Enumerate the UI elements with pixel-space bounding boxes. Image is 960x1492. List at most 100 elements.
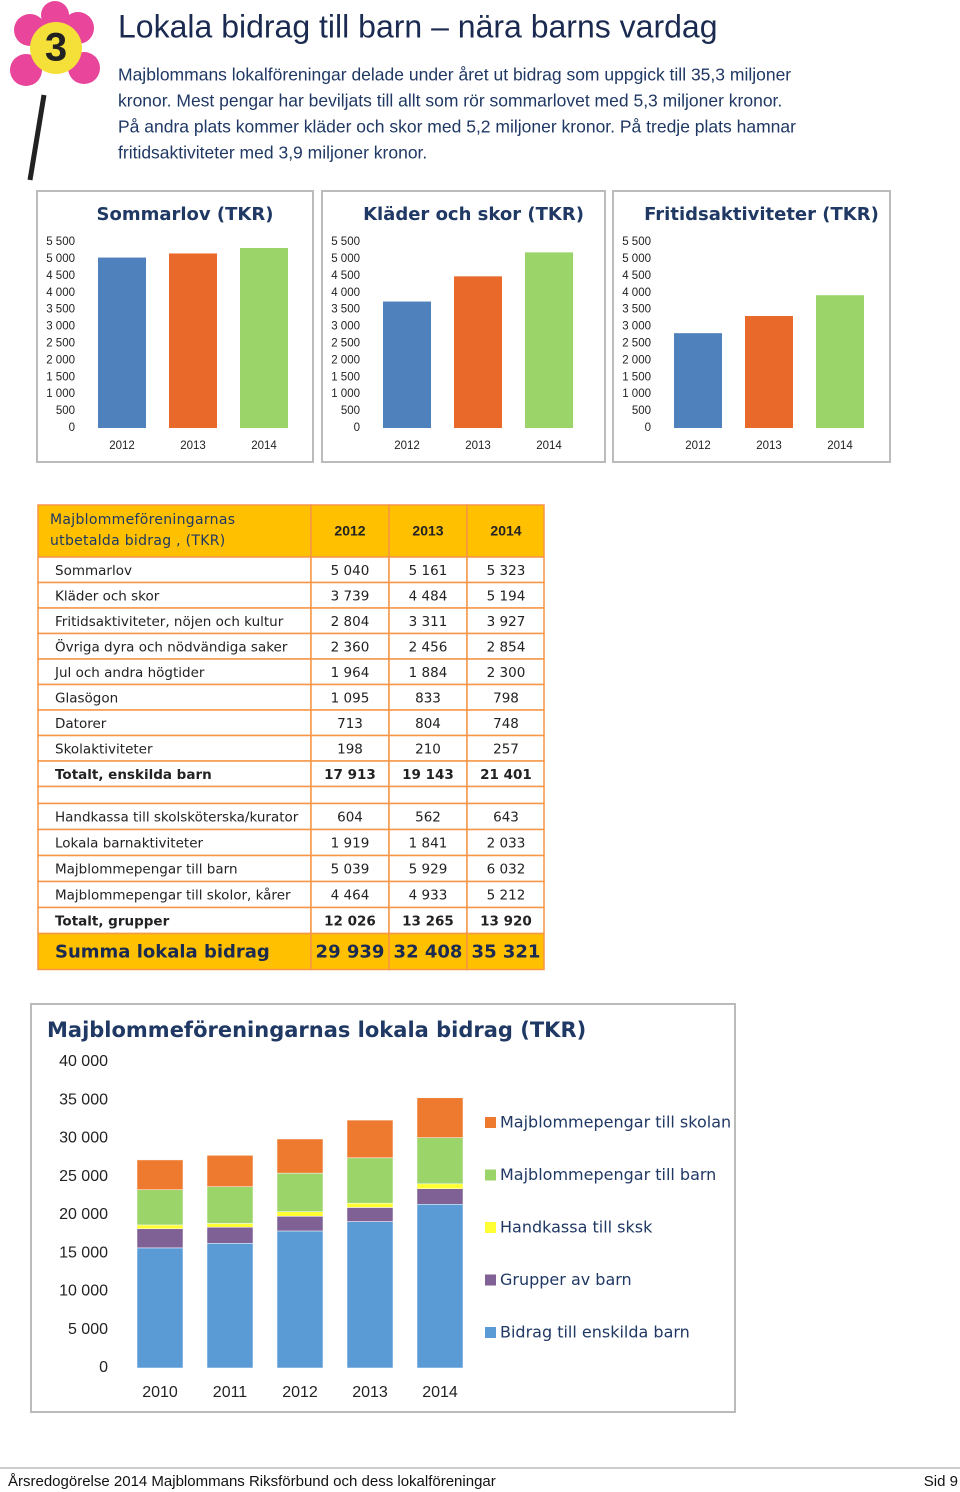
y-tick-label: 5 000 bbox=[622, 253, 651, 265]
y-tick-label: 2 000 bbox=[46, 354, 75, 366]
legend-swatch bbox=[485, 1327, 496, 1338]
table-value: 21 401 bbox=[480, 767, 532, 783]
table-cell bbox=[388, 785, 468, 805]
table-value: 12 026 bbox=[324, 914, 376, 930]
bar-segment bbox=[136, 1224, 184, 1230]
y-tick-label: 3 000 bbox=[622, 321, 651, 333]
table-value: 2 456 bbox=[409, 639, 448, 655]
y-tick-label: 2 000 bbox=[622, 354, 651, 366]
table-row-label: Totalt, grupper bbox=[55, 914, 170, 930]
logo-stem bbox=[27, 94, 47, 181]
table-header-year: 2012 bbox=[334, 523, 365, 539]
table-cell bbox=[466, 658, 545, 686]
table-row-label: Summa lokala bidrag bbox=[55, 942, 270, 963]
bar bbox=[383, 301, 431, 428]
y-tick-label: 1 500 bbox=[622, 371, 651, 383]
bar-segment bbox=[346, 1207, 394, 1222]
table-value: 1 841 bbox=[409, 836, 448, 852]
bar-segment bbox=[346, 1119, 394, 1159]
table-cell bbox=[37, 607, 312, 635]
table-value: 5 323 bbox=[487, 563, 526, 579]
table-cell bbox=[466, 556, 545, 584]
bar-segment bbox=[346, 1157, 394, 1204]
table-cell bbox=[388, 504, 468, 558]
y-tick-label: 15 000 bbox=[59, 1244, 108, 1261]
table-cell bbox=[37, 504, 312, 558]
x-tick-label: 2014 bbox=[536, 440, 562, 452]
chart-title: Fritidsaktiviteter (TKR) bbox=[644, 204, 879, 225]
table-value: 5 194 bbox=[487, 588, 526, 604]
petal bbox=[41, 1, 69, 29]
table-row-label: Sommarlov bbox=[55, 563, 132, 579]
table-header-label: Majblommeföreningarnas utbetalda bidrag … bbox=[50, 512, 236, 549]
intro-line: fritidsaktiviteter med 3,9 miljoner kron… bbox=[118, 143, 427, 163]
legend-swatch bbox=[485, 1169, 496, 1181]
table-cell bbox=[310, 785, 390, 805]
table-row-label: Skolaktiviteter bbox=[55, 741, 153, 757]
table-row-label: Handkassa till skolsköterska/kurator bbox=[55, 810, 299, 826]
y-tick-label: 1 500 bbox=[331, 371, 360, 383]
y-tick-label: 0 bbox=[99, 1359, 108, 1376]
table-cell bbox=[310, 828, 390, 857]
bar-segment bbox=[136, 1247, 184, 1369]
legend-label: Majblommepengar till skolan bbox=[500, 1113, 731, 1132]
y-tick-label: 500 bbox=[632, 405, 651, 417]
table-value: 29 939 bbox=[316, 942, 385, 963]
y-tick-label: 500 bbox=[56, 405, 75, 417]
page-title: Lokala bidrag till barn – nära barns var… bbox=[118, 8, 717, 44]
x-tick-label: 2012 bbox=[685, 440, 711, 452]
logo-number: 3 bbox=[45, 26, 67, 70]
y-tick-label: 3 000 bbox=[331, 321, 360, 333]
y-tick-label: 4 500 bbox=[622, 270, 651, 282]
y-tick-label: 3 500 bbox=[331, 304, 360, 316]
y-tick-label: 4 000 bbox=[46, 287, 75, 299]
bar bbox=[454, 276, 502, 428]
y-tick-label: 1 500 bbox=[46, 371, 75, 383]
table-cell bbox=[388, 581, 468, 609]
bar-segment bbox=[416, 1097, 464, 1138]
table-value: 4 933 bbox=[409, 888, 448, 904]
x-tick-label: 2013 bbox=[180, 440, 206, 452]
table-value: 2 033 bbox=[487, 836, 526, 852]
table-value: 2 804 bbox=[331, 614, 370, 630]
y-tick-label: 40 000 bbox=[59, 1053, 108, 1070]
x-tick-label: 2013 bbox=[465, 440, 491, 452]
y-tick-label: 4 000 bbox=[331, 287, 360, 299]
x-tick-label: 2013 bbox=[756, 440, 782, 452]
bar bbox=[169, 253, 217, 428]
y-tick-label: 500 bbox=[341, 405, 360, 417]
y-tick-label: 2 500 bbox=[46, 337, 75, 349]
table-row-label: Jul och andra högtider bbox=[54, 665, 205, 681]
legend-swatch bbox=[485, 1274, 496, 1286]
table-row-label: Lokala barnaktiviteter bbox=[55, 836, 203, 852]
table-cell bbox=[310, 632, 390, 660]
x-tick-label: 2014 bbox=[251, 440, 277, 452]
table-value: 5 161 bbox=[409, 563, 448, 579]
table-value: 3 311 bbox=[409, 614, 448, 630]
y-tick-label: 5 500 bbox=[331, 236, 360, 248]
table-value: 713 bbox=[337, 716, 363, 732]
table-value: 1 919 bbox=[331, 836, 370, 852]
y-tick-label: 5 000 bbox=[46, 253, 75, 265]
petal bbox=[10, 54, 42, 86]
bar-segment bbox=[346, 1202, 394, 1208]
legend-swatch bbox=[485, 1117, 496, 1128]
table-value: 13 265 bbox=[402, 914, 454, 930]
table-value: 13 920 bbox=[480, 914, 532, 930]
bar-segment bbox=[416, 1137, 464, 1185]
y-tick-label: 4 000 bbox=[622, 287, 651, 299]
table-value: 1 884 bbox=[409, 665, 448, 681]
y-tick-label: 5 000 bbox=[68, 1321, 108, 1338]
table-cell bbox=[37, 760, 312, 788]
bar-segment bbox=[206, 1155, 254, 1187]
x-tick-label: 2012 bbox=[282, 1384, 318, 1401]
table-cell bbox=[466, 880, 545, 909]
table-cell bbox=[466, 828, 545, 857]
table-cell bbox=[37, 854, 312, 883]
table-value: 748 bbox=[493, 716, 519, 732]
y-tick-label: 3 500 bbox=[46, 304, 75, 316]
table-cell bbox=[466, 709, 545, 737]
table-row-label: Fritidsaktiviteter, nöjen och kultur bbox=[55, 614, 284, 630]
logo: 3 bbox=[10, 1, 100, 181]
table-value: 3 927 bbox=[487, 614, 526, 630]
